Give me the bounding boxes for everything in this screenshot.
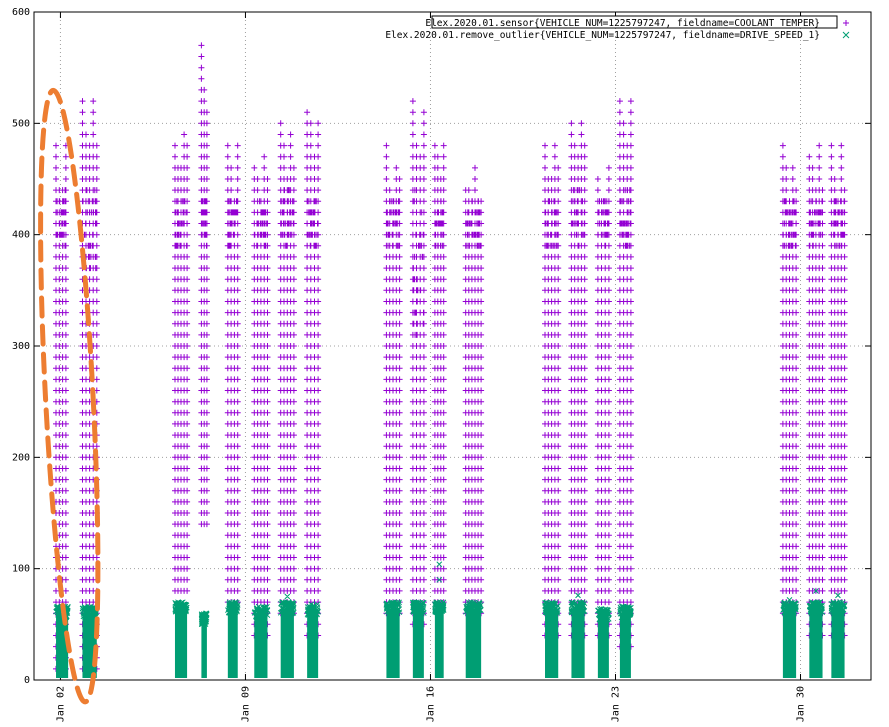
x-markers [172,599,190,616]
x-tick-label: Jan 30 [796,686,807,722]
legend-box [431,15,838,29]
speed-block [227,608,238,678]
speed-block [174,608,188,678]
data-cluster [806,142,826,639]
data-cluster [462,164,485,617]
data-cluster [198,42,210,528]
data-cluster [568,592,588,678]
x-markers [568,592,588,616]
y-tick-label: 100 [12,564,30,575]
speed-block [56,613,69,678]
speed-block [386,608,400,678]
x-markers [198,610,210,628]
highlight-ellipse [38,87,101,705]
speed-block [280,608,294,678]
speed-block [809,608,823,678]
data-cluster [383,142,403,617]
speed-block [571,608,585,678]
x-markers [251,603,271,621]
legend-marker [842,31,850,39]
data-cluster [542,599,561,678]
plus-markers [172,131,191,594]
speed-block [782,608,797,678]
speed-block [201,619,207,678]
data-cluster [463,599,484,678]
y-tick-label: 500 [12,118,30,129]
x-tick-label: Jan 23 [610,686,621,722]
plus-markers [198,42,210,528]
x-markers [410,599,427,616]
x-markers [463,599,484,617]
speed-block [465,608,482,678]
legend-marker [843,20,849,26]
data-cluster [410,599,427,678]
data-cluster [432,561,447,678]
plus-markers [806,142,826,639]
x-markers [304,601,321,619]
speed-block [254,613,268,678]
plus-markers [383,142,403,617]
x-axis: Jan 02 Jan 09 Jan 16 Jan 23 Jan 30 [55,12,807,722]
data-cluster [251,603,271,678]
data-cluster [806,588,826,678]
speed-block [597,615,609,678]
speed-block [307,610,319,678]
x-tick-label: Jan 09 [240,686,251,722]
data-cluster [617,603,634,678]
plot-area [33,11,872,681]
y-tick-label: 600 [12,7,30,18]
x-tick-label: Jan 02 [55,686,66,722]
y-tick-label: 0 [24,675,30,686]
y-tick-label: 300 [12,341,30,352]
x-markers [806,588,826,617]
speed-block [545,608,559,678]
speed-block [412,608,424,678]
x-markers [432,561,447,616]
x-markers [225,599,241,616]
speed-block [434,608,444,678]
legend-label: Elex.2020.01.sensor{VEHICLE_NUM=12257972… [425,18,820,29]
legend: Elex.2020.01.sensor{VEHICLE_NUM=12257972… [385,15,850,41]
y-tick-label: 200 [12,452,30,463]
annotation-layer [38,87,101,705]
speed-block [831,608,845,678]
x-markers [383,599,403,616]
legend-label: Elex.2020.01.remove_outlier{VEHICLE_NUM=… [385,30,820,41]
data-cluster [172,131,191,594]
data-cluster [172,599,190,678]
y-tick-label: 400 [12,230,30,241]
plus-markers [779,142,800,617]
y-axis: 0 100 200 300 400 500 600 [12,7,871,686]
data-cluster [198,610,210,678]
data-cluster [277,593,297,678]
data-cluster [780,596,799,678]
x-markers [277,593,297,616]
data-cluster [779,142,800,617]
x-markers [595,606,612,623]
data-cluster [542,142,562,639]
plus-markers [542,142,562,639]
data-cluster [304,601,321,678]
data-cluster [828,592,848,678]
x-markers [828,592,848,616]
data-cluster [383,599,403,678]
data-cluster [595,606,612,678]
x-tick-label: Jan 16 [425,686,436,722]
series-layer [53,42,848,678]
plus-markers [568,120,588,639]
plus-markers [462,164,485,617]
x-markers [780,596,799,619]
x-markers [617,603,634,621]
data-cluster [225,599,241,678]
data-cluster [568,120,588,639]
x-markers [542,599,561,616]
speed-block [619,613,631,678]
